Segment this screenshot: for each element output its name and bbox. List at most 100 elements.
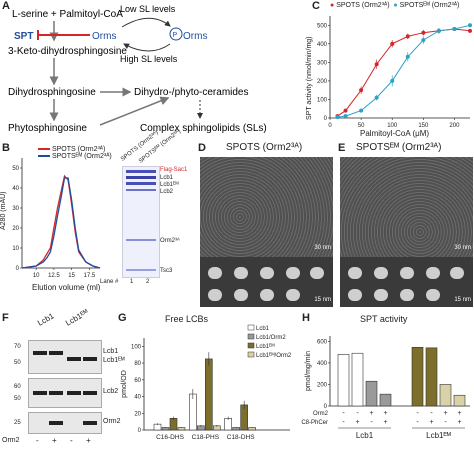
b-ytick-label: 50: [12, 166, 19, 172]
f-orm2-row-label: Orm2: [2, 437, 20, 444]
f-label-lcb2: Lcb2: [103, 388, 119, 395]
h-c8-state: +: [429, 419, 433, 426]
c-point: [405, 54, 410, 59]
g-title: Free LCBs: [165, 314, 209, 324]
panel-c-label: C: [312, 0, 320, 12]
b-legend-2: SPOTSᴱᴹ (Orm2³ᴬ): [38, 153, 112, 160]
f-orm2-2: +: [52, 436, 57, 445]
c-legend-2: SPOTSᴱᴹ (Orm2³ᴬ): [399, 2, 460, 9]
g-ytick-label: 100: [131, 344, 142, 350]
gel-image: [122, 166, 160, 278]
h-bar: [337, 354, 350, 407]
panel-h-label: H: [302, 312, 310, 324]
b-ytick-label: 40: [12, 186, 19, 192]
g-bar: [205, 358, 213, 431]
c-point: [468, 28, 472, 33]
c-ytick-label: 200: [317, 79, 328, 85]
h-c8-state: -: [370, 419, 373, 426]
h-c8-state: +: [355, 419, 359, 426]
c-point: [343, 114, 348, 119]
c-point: [452, 26, 457, 31]
h-row-orm2: Orm2: [313, 411, 329, 417]
b-legend-1-label: SPOTS (Orm2³ᴬ): [51, 146, 106, 153]
orms-text: Orms: [92, 31, 116, 42]
f-orm2-4: +: [86, 436, 91, 445]
f-label-lcb1: Lcb1: [103, 348, 119, 355]
g-category-label: C16-DHS: [156, 434, 184, 441]
c-point: [390, 78, 395, 83]
phs-text: Phytosphingosine: [8, 123, 87, 134]
panel-e-label: E: [338, 142, 346, 154]
c-xtick-label: 50: [358, 123, 365, 129]
f-label-lcb1em: Lcb1ᴱᴹ: [103, 357, 125, 364]
dhs-text: Dihydrosphingosine: [8, 87, 96, 98]
h-ytick-label: 0: [324, 404, 328, 410]
g-legend-swatch: [247, 324, 255, 331]
h-c8-state: +: [383, 419, 387, 426]
g-ytick-label: 20: [134, 411, 141, 417]
c-xtick-label: 0: [328, 123, 332, 129]
b-ytick-label: 30: [12, 206, 19, 212]
h-bar: [351, 352, 364, 407]
g-legend-label: Lcb1/Orm2: [256, 335, 286, 341]
h-group-label: Lcb1: [356, 431, 374, 440]
h-bar: [439, 384, 452, 407]
g-ytick-label: 40: [134, 395, 141, 401]
c-ytick-label: 0: [324, 116, 328, 122]
h-bar: [425, 347, 438, 407]
band-flag-sac1: Flag-Sac1: [160, 167, 188, 173]
band-tsc3: Tsc3: [160, 268, 173, 274]
b-series-1: [21, 174, 101, 269]
f-mw-70: 70: [14, 344, 21, 350]
e-title: SPOTSᴱᴹ (Orm2³ᴬ): [356, 142, 442, 153]
h-row-c8: C8-PhCer: [301, 420, 328, 426]
g-legend-swatch: [247, 333, 255, 340]
h-orm2-state: -: [430, 410, 433, 417]
g-bar: [189, 393, 197, 431]
band-lcb2: Lcb2: [160, 189, 174, 195]
b-ytick-label: 10: [12, 246, 19, 252]
b-series-2: [21, 177, 101, 269]
b-xtick-label: 12.5: [48, 273, 60, 279]
h-c8-state: -: [444, 419, 447, 426]
g-legend-swatch: [247, 351, 255, 358]
e-scale-2: 15 nm: [454, 297, 471, 303]
e-scale-1: 30 nm: [454, 245, 471, 251]
c-xtick-label: 200: [449, 123, 460, 129]
g-bar: [224, 417, 232, 431]
kinetics-plot: 0 100 200 300 400 500 0 50 100 150 200: [317, 16, 472, 129]
chromatogram: 0 10 20 30 40 50 10 12.5 15 17.5: [12, 158, 101, 279]
h-orm2-state: +: [457, 410, 461, 417]
f-lane-lcb1em: Lcb1ᴱᴹ: [64, 307, 90, 328]
substrate-text: L-serine + Palmitoyl-CoA: [12, 9, 123, 20]
g-ylabel: pmol/OD: [121, 370, 128, 398]
g-bar: [153, 423, 162, 431]
h-ytick-label: 200: [317, 382, 328, 388]
b-legend-2-label: SPOTSᴱᴹ (Orm2³ᴬ): [51, 153, 112, 160]
g-ytick-label: 60: [134, 378, 141, 384]
g-legend-label: Lcb1: [256, 326, 270, 332]
h-orm2-state: +: [443, 410, 447, 417]
d-scale-2: 15 nm: [314, 297, 331, 303]
band-lcb1: Lcb1: [160, 175, 174, 181]
b-ytick-label: 0: [16, 266, 20, 272]
ceramides-text: Dihydro-/phyto-ceramides: [134, 87, 249, 98]
h-group-label: Lcb1ᴱᴹ: [426, 431, 451, 440]
keto-dhs-text: 3-Keto-dihydrosphingosine: [8, 46, 127, 57]
c-point: [436, 28, 441, 33]
c-xlabel: Palmitoyl-CoA (μM): [360, 129, 430, 138]
h-title: SPT activity: [360, 314, 408, 324]
h-orm2-state: -: [416, 410, 419, 417]
b-xtick-label: 17.5: [84, 273, 96, 279]
f-blot-orm2: [28, 412, 102, 434]
f-label-orm2: Orm2: [103, 418, 121, 425]
d-2d-classes: 15 nm: [200, 257, 333, 307]
f-mw-60: 60: [14, 384, 21, 390]
c-point: [468, 23, 472, 28]
e-2d-classes: 15 nm: [340, 257, 473, 307]
c-xtick-label: 100: [387, 123, 398, 129]
f-mw-50b: 50: [14, 396, 21, 402]
f-blot-lcb1: [28, 340, 102, 374]
h-bar: [379, 393, 392, 407]
c-xtick-label: 150: [418, 123, 429, 129]
